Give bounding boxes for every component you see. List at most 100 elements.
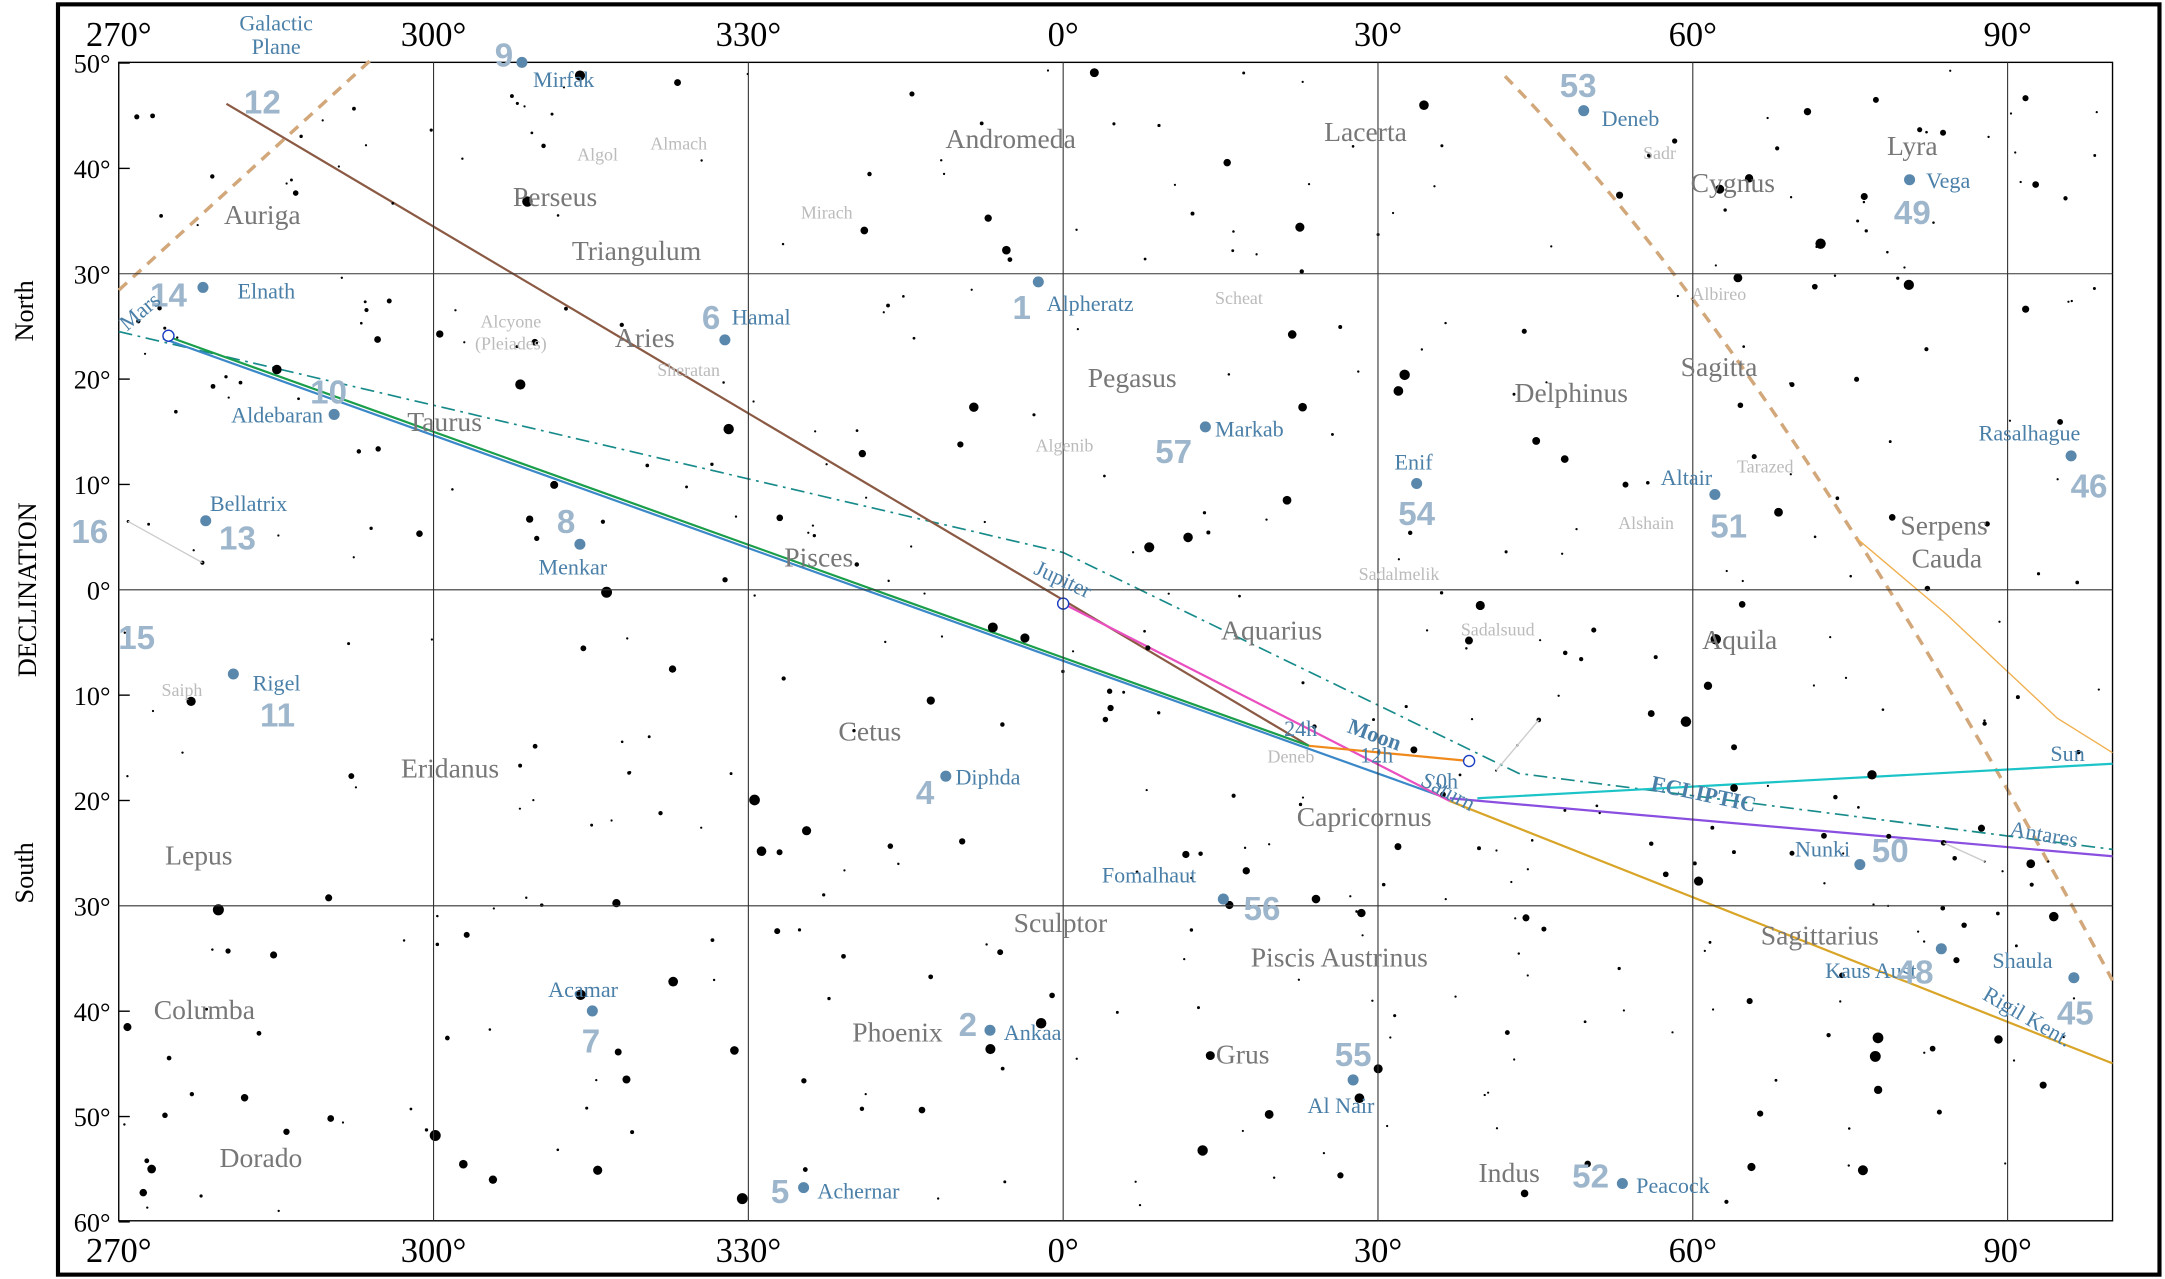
star [488, 1175, 498, 1184]
star [435, 942, 440, 947]
star [2062, 1036, 2065, 1039]
star-label: Rasalhague [1979, 421, 2081, 446]
star [1000, 1066, 1005, 1071]
star [436, 914, 439, 918]
south-label: South [10, 842, 39, 903]
constellation-label: Sagittarius [1761, 920, 1879, 951]
star [139, 1188, 148, 1197]
star-number: 53 [1560, 68, 1597, 105]
star [277, 1209, 280, 1213]
star [205, 1007, 209, 1011]
stars [123, 68, 2100, 1213]
star [1495, 1127, 1499, 1130]
star [1869, 1050, 1881, 1062]
constellation-label: Serpens [1900, 510, 1987, 541]
star [674, 79, 681, 87]
star [865, 496, 868, 499]
star-number: 13 [219, 521, 256, 558]
star [626, 637, 629, 640]
star [1035, 1017, 1047, 1029]
named-star [586, 1005, 598, 1017]
constellation-label: Pisces [784, 541, 853, 572]
star [1454, 995, 1457, 998]
star [1731, 850, 1736, 855]
solar-label: Galactic [239, 11, 313, 36]
constellation-label: Columba [154, 994, 255, 1025]
star [509, 94, 514, 98]
constellation-label: Cetus [838, 715, 901, 746]
ecliptic [118, 330, 2113, 851]
star [1751, 454, 1757, 460]
star [556, 1148, 560, 1152]
star [2092, 287, 2096, 291]
star [970, 288, 973, 291]
named-star [2065, 450, 2077, 462]
star [1272, 1176, 1276, 1179]
named-star [1935, 943, 1947, 955]
star-label: Shaula [1992, 948, 2052, 973]
star [585, 1106, 589, 1110]
plot-frame [118, 61, 2114, 1222]
star [2014, 944, 2018, 948]
star [1157, 123, 1161, 128]
star [186, 696, 196, 706]
constellation-label: Taurus [407, 406, 482, 437]
star [1143, 629, 1146, 633]
constellation-label: Piscis Austrinus [1251, 942, 1428, 973]
star [1896, 276, 1900, 280]
star [776, 849, 783, 856]
star-number: 2 [959, 1007, 977, 1044]
star [860, 226, 869, 235]
star [166, 1055, 172, 1061]
star-number: 57 [1155, 434, 1192, 471]
dec-tick-label: 0° [87, 576, 111, 605]
star [936, 1197, 940, 1200]
star [622, 1075, 631, 1084]
constellation-label: Lyra [1887, 130, 1938, 161]
star [283, 1128, 290, 1135]
star [1223, 158, 1231, 167]
star [126, 775, 129, 778]
star [363, 300, 367, 304]
ra-tick-label: 60° [1669, 16, 1717, 54]
star [1575, 527, 1578, 531]
star-number: 50 [1872, 833, 1909, 870]
star [1354, 1093, 1365, 1104]
star [1131, 551, 1135, 554]
star [887, 843, 894, 849]
star-number: 6 [702, 300, 720, 337]
star-number: 56 [1244, 891, 1281, 928]
star [356, 449, 362, 454]
star [347, 642, 351, 646]
dec-tick-label: 50° [74, 1103, 111, 1132]
star [1710, 634, 1721, 645]
star [1821, 832, 1827, 839]
star [1232, 230, 1235, 233]
star [1731, 744, 1738, 751]
named-star [1854, 859, 1866, 871]
star [852, 728, 856, 733]
star [374, 336, 381, 343]
star [224, 375, 228, 379]
star [2070, 299, 2073, 303]
star [1512, 392, 1516, 396]
ra-tick-label: 30° [1354, 16, 1402, 54]
star [1322, 1151, 1326, 1155]
path-green [165, 334, 1310, 747]
star [1886, 833, 1892, 839]
star-label: Al Nair [1308, 1093, 1375, 1118]
star [518, 807, 522, 810]
star [1747, 1162, 1756, 1172]
faint-star-label: Sadalsuud [1461, 619, 1535, 639]
star [841, 953, 846, 959]
star [550, 480, 559, 489]
frame [55, 2, 2162, 1277]
star [1440, 791, 1446, 798]
star [1839, 1000, 1842, 1003]
star [797, 928, 802, 932]
star [1513, 1058, 1516, 1061]
star [864, 1092, 867, 1096]
star [619, 322, 624, 328]
star [1833, 274, 1837, 277]
star [1872, 1032, 1884, 1044]
